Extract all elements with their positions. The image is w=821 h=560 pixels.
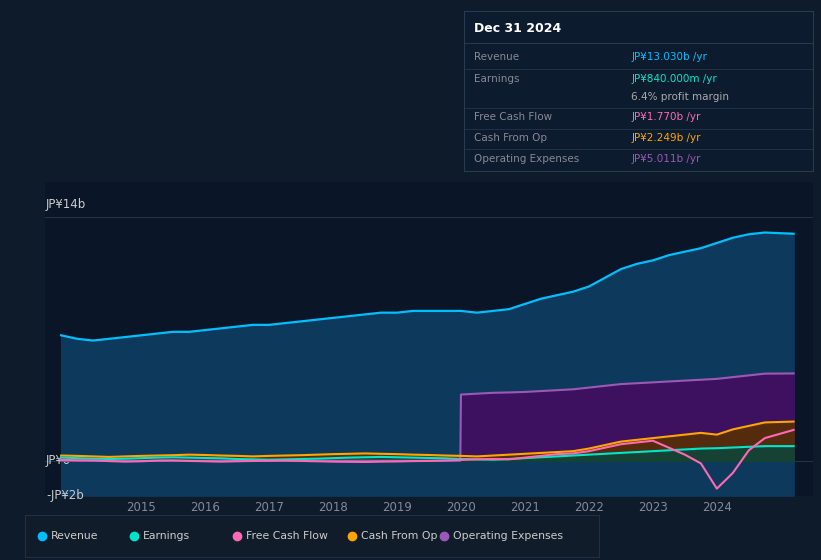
- Text: Revenue: Revenue: [51, 531, 98, 541]
- Text: Operating Expenses: Operating Expenses: [475, 154, 580, 164]
- Text: Cash From Op: Cash From Op: [361, 531, 438, 541]
- Text: JP¥840.000m /yr: JP¥840.000m /yr: [631, 74, 717, 84]
- Text: Earnings: Earnings: [143, 531, 190, 541]
- Text: JP¥14b: JP¥14b: [45, 198, 85, 211]
- Text: Earnings: Earnings: [475, 74, 520, 84]
- Text: JP¥13.030b /yr: JP¥13.030b /yr: [631, 53, 707, 63]
- Text: -JP¥2b: -JP¥2b: [46, 489, 84, 502]
- Text: Revenue: Revenue: [475, 53, 520, 63]
- Text: JP¥2.249b /yr: JP¥2.249b /yr: [631, 133, 701, 143]
- Text: Free Cash Flow: Free Cash Flow: [246, 531, 328, 541]
- Text: Free Cash Flow: Free Cash Flow: [475, 113, 553, 122]
- Text: JP¥1.770b /yr: JP¥1.770b /yr: [631, 113, 701, 122]
- Text: 6.4% profit margin: 6.4% profit margin: [631, 92, 729, 101]
- Text: Dec 31 2024: Dec 31 2024: [475, 22, 562, 35]
- Text: JP¥0: JP¥0: [46, 454, 71, 467]
- Text: Operating Expenses: Operating Expenses: [453, 531, 562, 541]
- Text: JP¥5.011b /yr: JP¥5.011b /yr: [631, 154, 701, 164]
- Text: Cash From Op: Cash From Op: [475, 133, 548, 143]
